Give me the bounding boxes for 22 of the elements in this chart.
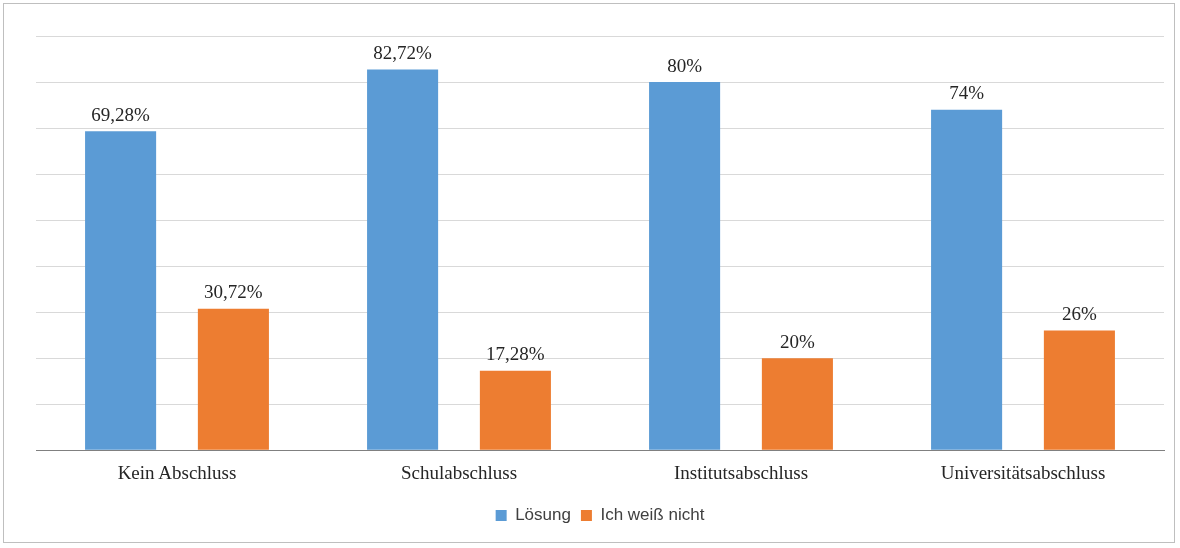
- bar: [367, 69, 439, 450]
- data-label: 26%: [1061, 303, 1097, 325]
- bar: [931, 109, 1003, 450]
- legend-label: Ich weiß nicht: [600, 505, 705, 525]
- data-label: 30,72%: [204, 281, 263, 303]
- bar: [1043, 330, 1115, 450]
- data-label: 20%: [779, 330, 815, 352]
- data-label: 69,28%: [91, 103, 151, 125]
- bar: [479, 370, 551, 450]
- bar: [85, 131, 157, 450]
- data-label: 82,72%: [373, 41, 433, 63]
- data-label: 80%: [667, 54, 703, 76]
- data-label: 17,28%: [486, 343, 545, 365]
- bar: [649, 82, 721, 450]
- bar: [761, 358, 833, 450]
- bar: [197, 308, 269, 450]
- x-tick-label: Kein Abschluss: [117, 461, 237, 483]
- x-tick-label: Schulabschluss: [400, 461, 518, 483]
- data-label: 74%: [949, 82, 985, 104]
- x-tick-label: Universitätsabschluss: [940, 461, 1106, 483]
- legend-label: Lösung: [515, 505, 571, 525]
- x-tick-label: Institutsabschluss: [673, 461, 809, 483]
